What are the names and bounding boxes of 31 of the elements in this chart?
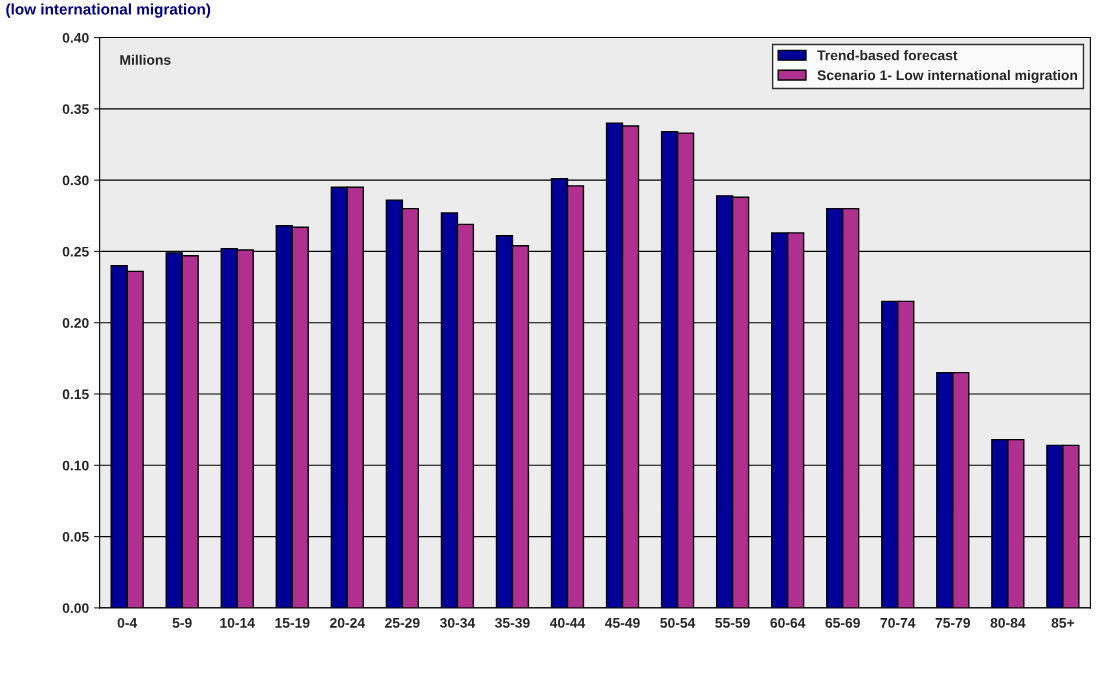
y-tick-label: 0.25 (62, 246, 89, 257)
x-tick-label: 85+ (1051, 617, 1075, 628)
x-tick-label: 40-44 (549, 617, 586, 628)
x-tick-label: 0-4 (117, 617, 138, 628)
y-tick-label: 0.10 (62, 460, 89, 471)
x-tick-label: 35-39 (495, 617, 530, 628)
x-tick-label: 75-79 (935, 617, 971, 628)
chart-title: (low international migration) (6, 3, 211, 18)
x-tick-label: 55-59 (715, 617, 750, 628)
legend-label: Scenario 1- Low international migration (817, 69, 1078, 83)
x-tick-label: 45-49 (604, 617, 640, 628)
x-tick-label: 10-14 (220, 617, 255, 628)
x-tick-label: 65-69 (825, 617, 860, 628)
x-tick-label: 70-74 (880, 617, 916, 628)
legend-label: Trend-based forecast (817, 50, 958, 61)
y-tick-label: 0.20 (62, 318, 89, 328)
y-tick-label: 0.05 (62, 531, 89, 542)
x-tick-label: 50-54 (660, 617, 696, 628)
x-tick-label: 15-19 (275, 617, 310, 628)
y-tick-label: 0.40 (62, 32, 89, 43)
x-tick-label: 5-9 (172, 617, 192, 628)
y-axis-title: Millions (120, 54, 171, 65)
x-tick-label: 20-24 (330, 617, 366, 628)
y-tick-label: 0.35 (62, 104, 89, 115)
y-tick-label: 0.00 (62, 603, 89, 614)
x-tick-label: 30-34 (439, 617, 476, 628)
x-tick-label: 25-29 (385, 617, 420, 628)
y-tick-label: 0.15 (62, 389, 89, 400)
y-tick-label: 0.30 (62, 175, 89, 186)
x-tick-label: 80-84 (990, 617, 1026, 628)
x-tick-label: 60-64 (770, 617, 806, 628)
